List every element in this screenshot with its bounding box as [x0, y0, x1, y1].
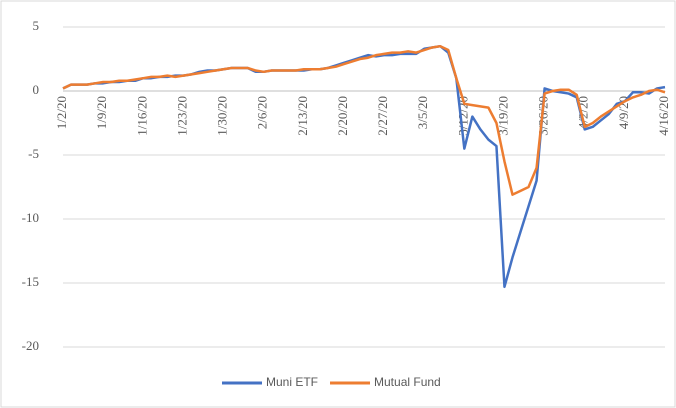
x-tick-label: 1/30/20 [215, 96, 230, 136]
legend-label: Mutual Fund [374, 375, 441, 389]
x-tick-label: 2/13/20 [295, 96, 310, 136]
legend-label: Muni ETF [266, 375, 318, 389]
y-tick-label: 0 [33, 82, 40, 97]
x-tick-label: 1/9/20 [94, 96, 109, 129]
y-tick-label: -10 [22, 210, 39, 225]
y-tick-label: -5 [28, 146, 39, 161]
x-tick-label: 1/23/20 [174, 96, 189, 136]
x-tick-label: 3/5/20 [415, 96, 430, 129]
y-tick-label: 5 [33, 18, 40, 33]
series-line [62, 44, 666, 196]
x-tick-label: 3/19/20 [495, 96, 510, 136]
x-tick-label: 2/20/20 [335, 96, 350, 136]
x-tick-label: 2/6/20 [255, 96, 270, 129]
x-tick-label: 1/2/20 [54, 96, 69, 129]
x-tick-label: 4/16/20 [656, 96, 671, 136]
y-tick-label: -15 [22, 274, 39, 289]
x-tick-label: 1/16/20 [134, 96, 149, 136]
legend: Muni ETF Mutual Fund [222, 375, 441, 389]
y-tick-label: -20 [22, 338, 39, 353]
x-tick-label: 2/27/20 [375, 96, 390, 136]
